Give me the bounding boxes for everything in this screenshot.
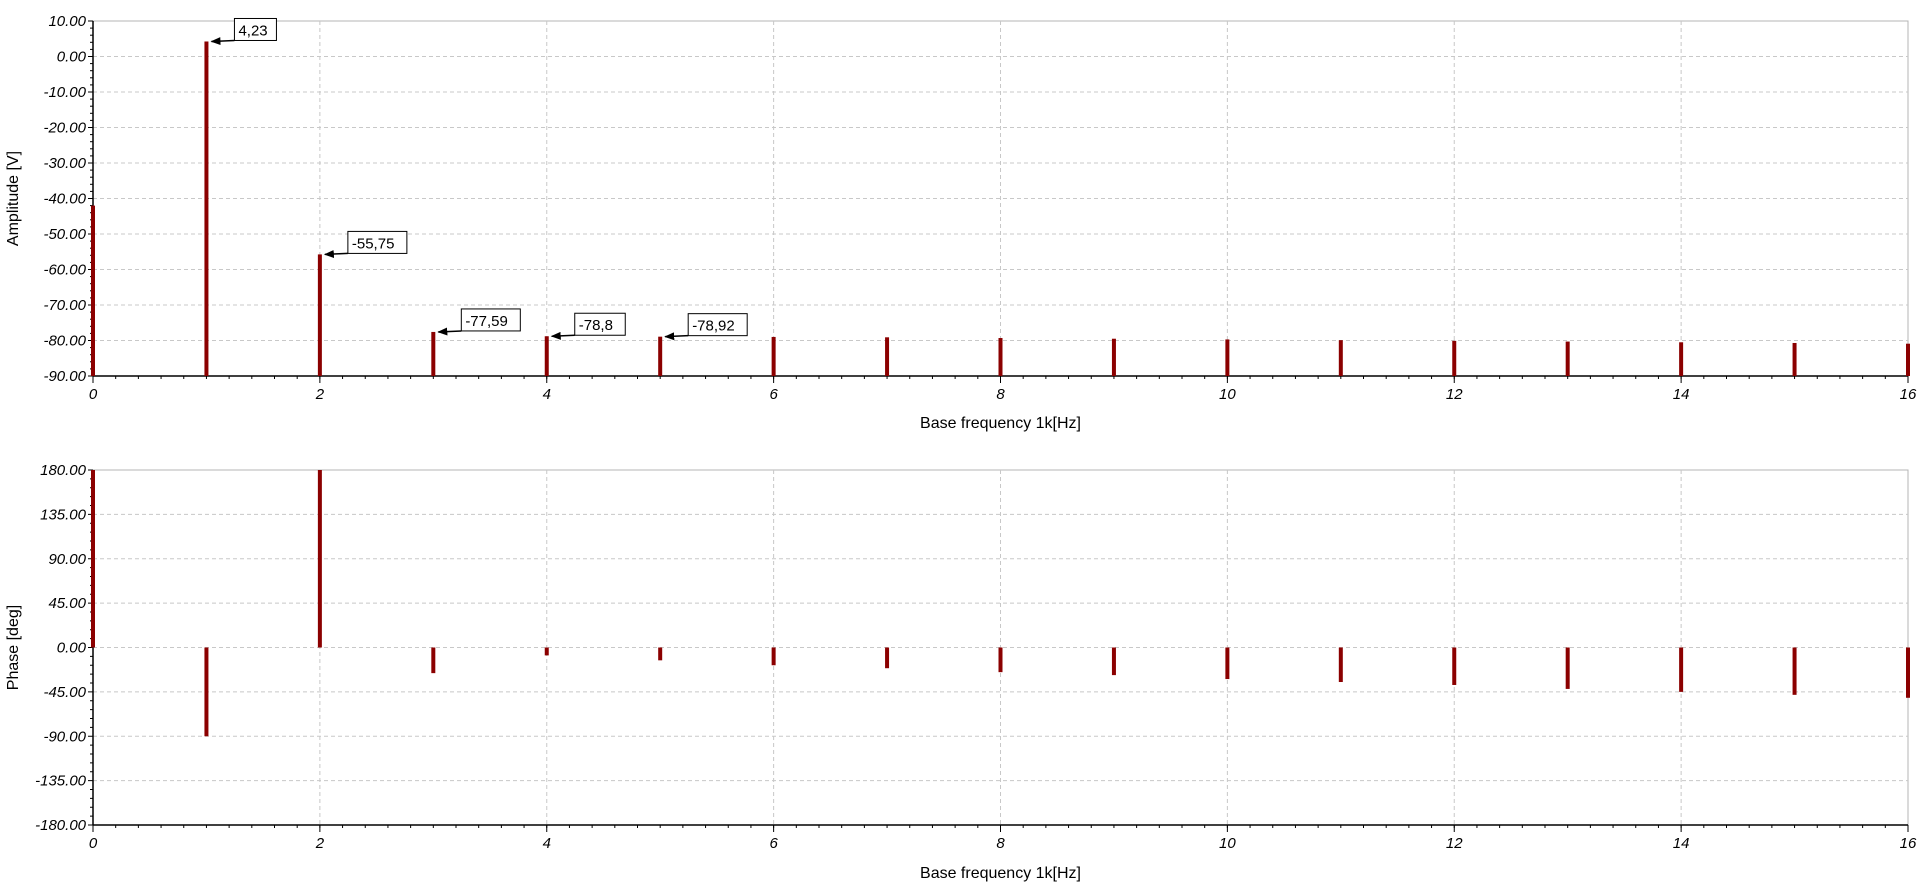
phase-spike bbox=[1906, 647, 1910, 698]
amplitude-spike bbox=[1338, 340, 1343, 376]
phase-x-tick-label: 12 bbox=[1446, 835, 1463, 852]
amplitude-x-tick-label: 16 bbox=[1900, 386, 1917, 403]
amplitude-callout-label: 4,23 bbox=[238, 22, 267, 39]
phase-spike bbox=[91, 470, 95, 648]
amplitude-spike bbox=[771, 336, 776, 376]
amplitude-chart: 10.00 0.00 -10.00 -20.00 -30.00 -40.00 -50.00 -… bbox=[5, 13, 1917, 432]
amplitude-y-tick-label: -80.00 bbox=[43, 333, 86, 350]
amplitude-x-tick-label: 4 bbox=[543, 386, 551, 403]
amplitude-y-tick-label: -30.00 bbox=[43, 155, 86, 172]
amplitude-y-tick-label: -40.00 bbox=[43, 191, 86, 208]
phase-y-tick-label: -180.00 bbox=[35, 817, 87, 834]
phase-spike bbox=[771, 647, 776, 666]
amplitude-spike bbox=[1111, 338, 1116, 376]
amplitude-y-tick-label: 0.00 bbox=[57, 49, 87, 66]
amplitude-callout-box bbox=[460, 308, 521, 332]
phase-x-tick-label: 16 bbox=[1900, 835, 1917, 852]
phase-spike bbox=[885, 647, 890, 669]
amplitude-callout-arrow bbox=[210, 37, 235, 46]
amplitude-y-tick-label: 10.00 bbox=[48, 13, 86, 30]
phase-x-tick-label: 14 bbox=[1673, 835, 1690, 852]
phase-y-tick-label: -45.00 bbox=[43, 684, 86, 701]
amplitude-y-tick-label: -20.00 bbox=[43, 120, 86, 137]
amplitude-spike bbox=[1906, 343, 1910, 376]
phase-y-tick-label: 90.00 bbox=[48, 551, 86, 568]
amplitude-spike bbox=[658, 336, 663, 376]
amplitude-spike bbox=[885, 337, 890, 376]
phase-x-tick-label: 6 bbox=[769, 835, 778, 852]
phase-y-tick-label: 0.00 bbox=[57, 640, 87, 657]
amplitude-spike bbox=[317, 254, 322, 376]
amplitude-callout-box bbox=[233, 17, 277, 41]
phase-chart: 180.00 135.00 90.00 45.00 0.00 -45.00 -90.00 -1… bbox=[5, 462, 1917, 882]
amplitude-x-tick-label: 0 bbox=[89, 386, 98, 403]
amplitude-y-tick-label: -90.00 bbox=[43, 368, 86, 385]
phase-spike bbox=[1452, 647, 1457, 685]
amplitude-callout-arrow bbox=[437, 327, 462, 336]
amplitude-spike bbox=[1225, 339, 1230, 376]
phase-spike bbox=[431, 647, 436, 674]
phase-x-tick-label: 4 bbox=[543, 835, 551, 852]
amplitude-callout-box bbox=[687, 313, 748, 337]
amplitude-callout-box bbox=[574, 312, 626, 336]
phase-spike bbox=[317, 470, 322, 648]
amplitude-x-tick-label: 2 bbox=[315, 386, 325, 403]
amplitude-spike bbox=[1792, 342, 1797, 376]
amplitude-x-tick-label: 6 bbox=[769, 386, 778, 403]
amplitude-y-tick-label: -10.00 bbox=[43, 84, 86, 101]
phase-spike bbox=[1338, 647, 1343, 683]
amplitude-x-axis-title: Base frequency 1k[Hz] bbox=[920, 415, 1081, 432]
phase-spike bbox=[1565, 647, 1570, 689]
amplitude-spike bbox=[544, 336, 549, 376]
amplitude-callout-arrow bbox=[550, 331, 575, 340]
amplitude-spike bbox=[1565, 341, 1570, 376]
phase-x-tick-label: 8 bbox=[996, 835, 1005, 852]
phase-spike bbox=[1111, 647, 1116, 676]
amplitude-spike bbox=[1452, 340, 1457, 376]
phase-spike bbox=[998, 647, 1003, 673]
amplitude-callout-label: -77,59 bbox=[465, 313, 508, 330]
amplitude-y-tick-label: -70.00 bbox=[43, 297, 86, 314]
amplitude-callout-label: -55,75 bbox=[352, 235, 395, 252]
phase-x-axis-title: Base frequency 1k[Hz] bbox=[920, 865, 1081, 882]
phase-y-tick-label: -90.00 bbox=[43, 728, 86, 745]
amplitude-x-tick-label: 12 bbox=[1446, 386, 1463, 403]
amplitude-callout-label: -78,92 bbox=[692, 318, 735, 335]
phase-y-axis-title: Phase [deg] bbox=[5, 605, 22, 690]
phase-x-tick-label: 2 bbox=[315, 835, 325, 852]
amplitude-spike bbox=[204, 41, 209, 377]
phase-spike bbox=[204, 647, 209, 737]
amplitude-x-tick-label: 14 bbox=[1673, 386, 1690, 403]
amplitude-spike bbox=[998, 338, 1003, 376]
phase-y-tick-label: -135.00 bbox=[35, 773, 87, 790]
phase-y-tick-label: 45.00 bbox=[48, 595, 86, 612]
amplitude-spike bbox=[91, 205, 95, 376]
amplitude-x-tick-label: 10 bbox=[1219, 386, 1236, 403]
phase-spike bbox=[1679, 647, 1684, 692]
amplitude-spike bbox=[431, 331, 436, 376]
phase-spike bbox=[1225, 647, 1230, 680]
amplitude-y-axis-title: Amplitude [V] bbox=[5, 151, 22, 246]
phase-spike bbox=[658, 647, 663, 661]
amplitude-callout-box bbox=[347, 230, 408, 254]
phase-y-tick-label: 135.00 bbox=[40, 506, 87, 523]
phase-spike bbox=[1792, 647, 1797, 695]
phase-x-tick-label: 0 bbox=[89, 835, 98, 852]
amplitude-y-tick-label: -50.00 bbox=[43, 226, 86, 243]
amplitude-x-tick-label: 8 bbox=[996, 386, 1005, 403]
amplitude-callout-arrow bbox=[664, 332, 689, 341]
phase-y-tick-label: 180.00 bbox=[40, 462, 87, 479]
amplitude-callout-arrow bbox=[323, 250, 348, 259]
phase-spike bbox=[544, 647, 549, 656]
amplitude-callout-label: -78,8 bbox=[579, 317, 613, 334]
amplitude-y-tick-label: -60.00 bbox=[43, 262, 86, 279]
amplitude-spike bbox=[1679, 342, 1684, 376]
phase-x-tick-label: 10 bbox=[1219, 835, 1236, 852]
